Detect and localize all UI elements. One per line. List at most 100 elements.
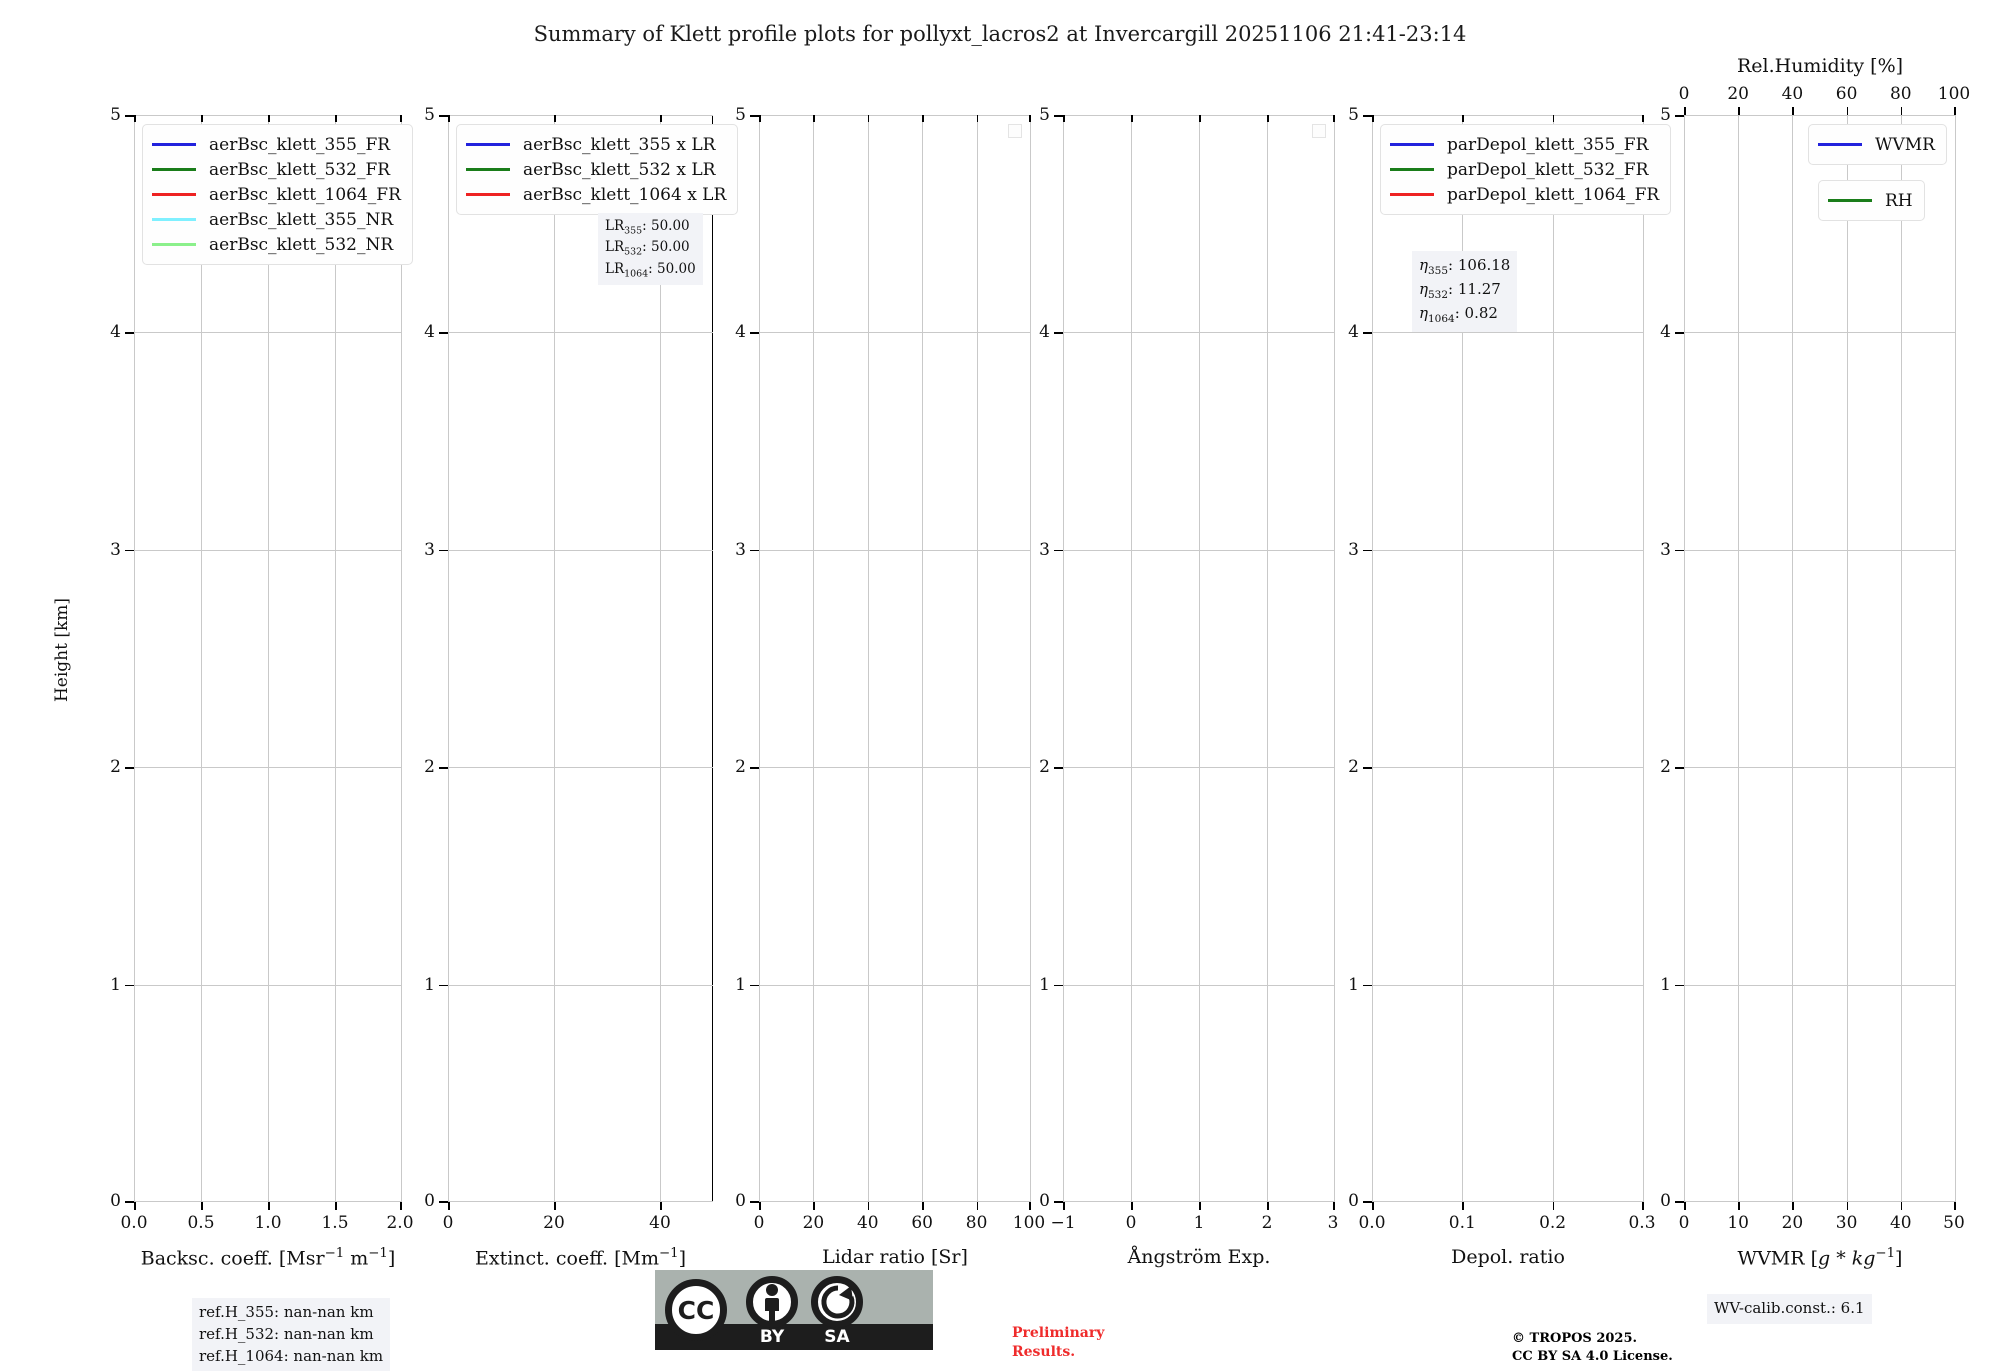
lr-label: LR	[605, 218, 625, 234]
y-tick	[125, 549, 134, 552]
panel6-plot-area	[1684, 115, 1956, 1202]
y-tick-label: 5	[424, 105, 435, 125]
legend-label: WVMR	[1875, 134, 1935, 155]
cc-license-badge[interactable]: CC BY SA	[655, 1270, 933, 1350]
gridline-h	[1063, 984, 1335, 986]
rh-top-tick	[1900, 107, 1903, 115]
y-tick	[439, 332, 448, 334]
legend-item[interactable]: parDepol_klett_532_FR	[1390, 157, 1659, 182]
x-tick	[1738, 1202, 1740, 1210]
legend-item[interactable]: aerBsc_klett_355_FR	[152, 132, 401, 157]
y-tick-label: 0	[735, 1191, 746, 1211]
x-tick	[1372, 1202, 1374, 1210]
gridline-h	[134, 984, 402, 986]
rh-top-tick-label: 40	[1781, 84, 1804, 104]
x-tick-label: 2	[1261, 1213, 1273, 1233]
axis-title-units: g * kg	[1818, 1247, 1876, 1270]
x-tick	[1954, 1202, 1956, 1210]
wv-calib-annotation: WV-calib.const.: 6.1	[1707, 1294, 1872, 1324]
axis-title-end: ]	[387, 1247, 396, 1270]
y-tick-label: 1	[1660, 974, 1671, 995]
panel3-axis-title: Lidar ratio [Sr]	[822, 1246, 968, 1268]
legend-line-swatch	[152, 218, 196, 221]
gridline-h	[448, 549, 713, 551]
x-tick	[1199, 1202, 1201, 1210]
gridline-h	[134, 767, 402, 769]
panel5-legend[interactable]: parDepol_klett_355_FR parDepol_klett_532…	[1380, 124, 1672, 215]
gridline-v	[1063, 115, 1064, 1202]
gridline-v	[134, 115, 135, 1202]
legend-item[interactable]: RH	[1828, 188, 1913, 213]
y-axis-title: Height [km]	[52, 597, 72, 703]
x-tick-top	[976, 115, 979, 122]
x-tick	[1063, 1202, 1065, 1210]
y-tick-label: 0	[1039, 1191, 1050, 1211]
y-tick	[1675, 1201, 1684, 1203]
legend-item[interactable]: parDepol_klett_1064_FR	[1390, 182, 1659, 207]
legend-item[interactable]: aerBsc_klett_532_NR	[152, 232, 401, 257]
panel6-legend-rh[interactable]: RH	[1818, 180, 1925, 221]
gridline-h	[1372, 332, 1644, 334]
y-tick-label: 2	[1660, 757, 1671, 778]
x-tick-label: 0	[1125, 1213, 1137, 1233]
x-tick-label: 20	[543, 1213, 565, 1233]
x-tick-top	[1267, 115, 1269, 122]
eta-value: : 0.82	[1454, 304, 1498, 323]
legend-line-swatch	[1818, 143, 1862, 146]
y-tick	[750, 1201, 759, 1203]
legend-item[interactable]: aerBsc_klett_355_NR	[152, 207, 401, 232]
x-tick	[1846, 1202, 1849, 1210]
axis-title-sup: −1	[368, 1246, 388, 1261]
cc-mark-label: CC	[677, 1296, 715, 1325]
legend-item[interactable]: aerBsc_klett_1064_FR	[152, 182, 401, 207]
cc-sa-arrow-glyph	[821, 1285, 855, 1319]
axis-title-sup: −1	[658, 1246, 679, 1261]
legend-item[interactable]: aerBsc_klett_1064 x LR	[466, 182, 726, 207]
legend-item[interactable]: aerBsc_klett_532_FR	[152, 157, 401, 182]
x-tick-label: 50	[1943, 1213, 1965, 1233]
lr-value: : 50.00	[648, 260, 696, 277]
y-tick	[1054, 767, 1063, 769]
x-tick-label: 0.2	[1539, 1213, 1567, 1233]
gridline-v	[976, 115, 978, 1202]
legend-item[interactable]: aerBsc_klett_355 x LR	[466, 132, 726, 157]
x-tick-label: 0.0	[1358, 1213, 1386, 1233]
x-tick-label: 1.5	[321, 1213, 349, 1233]
gridline-h	[759, 984, 1031, 986]
gridline-v	[1462, 115, 1464, 1202]
reference-height-annotation: ref.H_355: nan-nan km ref.H_532: nan-nan…	[192, 1298, 391, 1371]
panel-backscatter: 5 4 3 2 1 0 0.0 0.5 1.0 1.5 2.0 Backsc. …	[110, 105, 413, 1269]
figure-title: Summary of Klett profile plots for polly…	[533, 22, 1467, 46]
eta-value: : 11.27	[1448, 280, 1501, 299]
legend-item[interactable]: aerBsc_klett_532 x LR	[466, 157, 726, 182]
gridline-h	[1063, 767, 1335, 769]
x-tick-top	[1131, 115, 1133, 122]
panel6-axis-title: WVMR [g * kg−1]	[1738, 1246, 1903, 1269]
y-tick-label: 2	[424, 757, 435, 778]
y-tick	[750, 549, 759, 552]
x-tick	[813, 1202, 815, 1210]
panel2-legend[interactable]: aerBsc_klett_355 x LR aerBsc_klett_532 x…	[456, 124, 739, 215]
y-tick-label: 1	[1039, 974, 1050, 995]
panel3-plot-area	[759, 115, 1031, 1202]
y-tick	[1054, 115, 1063, 117]
panel1-legend[interactable]: aerBsc_klett_355_FR aerBsc_klett_532_FR …	[142, 124, 413, 265]
gridline-h	[134, 549, 402, 551]
legend-item[interactable]: parDepol_klett_355_FR	[1390, 132, 1659, 157]
x-tick-label: 1	[1193, 1213, 1205, 1233]
gridline-v	[268, 115, 269, 1202]
panel6-legend-wvmr[interactable]: WVMR	[1808, 124, 1947, 165]
gridline-h	[1684, 115, 1956, 116]
x-tick-top	[134, 115, 136, 122]
x-tick-label: 20	[1781, 1213, 1804, 1233]
gridline-h	[1684, 332, 1956, 334]
y-tick	[1054, 1201, 1063, 1203]
rh-top-tick-label: 80	[1889, 84, 1912, 104]
y-tick-label: 2	[735, 757, 746, 778]
y-tick	[750, 115, 759, 117]
legend-item[interactable]: WVMR	[1818, 132, 1935, 157]
gridline-h	[1372, 767, 1644, 769]
x-tick-label: 0.3	[1628, 1213, 1656, 1233]
legend-label: parDepol_klett_1064_FR	[1447, 184, 1660, 205]
wv-calib-const: WV-calib.const.: 6.1	[1714, 1299, 1865, 1317]
